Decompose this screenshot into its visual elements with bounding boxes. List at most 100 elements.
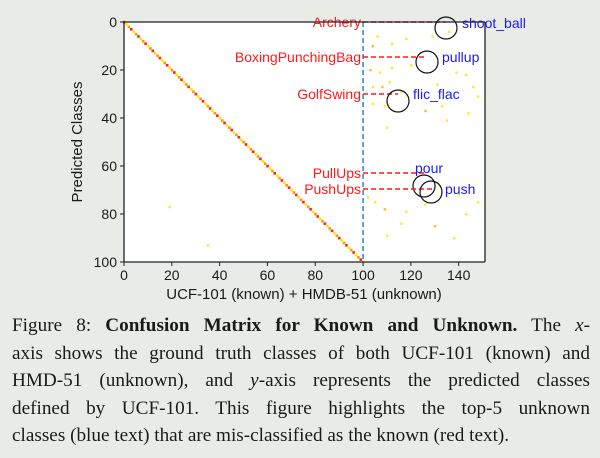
confusion-cell [369,69,372,72]
confusion-cell [400,222,403,225]
diagonal-cell [314,212,317,216]
x-tick-label: 140 [447,267,471,283]
diagonal-cell [149,47,152,50]
diagonal-cell [259,157,262,161]
confusion-cell [376,35,379,38]
confusion-cell [476,201,480,204]
diagonal-cell [273,172,277,175]
x-tick-label: 20 [164,267,180,283]
diagonal-cell [182,80,186,84]
confusion-cell [366,196,370,199]
confusion-cell [436,83,439,86]
y-axis-label: Predicted Classes [69,82,86,203]
diagonal-cell [206,104,210,108]
confusion-cell [464,25,468,29]
diagonal-cell [318,217,322,221]
diagonal-cell [227,126,231,129]
diagonal-cell [285,184,288,187]
diagonal-cell [156,54,159,57]
x-tick-label: 60 [260,267,276,283]
diagonal-cell [220,119,224,122]
diagonal-cell [165,64,169,67]
diagonal-cell [223,121,226,125]
diagonal-cell [196,95,200,98]
diagonal-cell [139,37,143,41]
diagonal-cell [244,143,248,146]
x-axis-label: UCF-101 (known) + HMDB-51 (unknown) [166,286,442,303]
diagonal-cell [192,90,195,93]
diagonal-cell [127,25,131,29]
diagonal-cell [204,102,207,105]
diagonal-cells [122,20,365,264]
diagonal-cell [309,208,312,211]
diagonal-cell [132,30,135,33]
diagonal-cell [333,232,336,235]
diagonal-cell [239,138,243,141]
diagonal-cell [321,220,324,223]
diagonal-cell [153,52,157,55]
diagonal-cell [311,210,315,213]
diagonal-cell [287,186,291,189]
diagonal-cell [292,191,296,194]
diagonal-cell [237,136,241,139]
confusion-cell [431,35,434,38]
known-class-label: GolfSwing [297,86,361,102]
diagonal-cell [316,215,320,218]
diagonal-cell [158,56,162,60]
highlight-circle [415,50,439,74]
diagonal-cell [187,85,190,89]
confusion-cell [385,126,389,129]
plot-area [124,22,485,262]
diagonal-cell [275,174,279,177]
diagonal-cell [299,198,303,201]
x-tick-label: 80 [307,267,323,283]
diagonal-cell [337,236,341,240]
caption-line: classes (blue text) that are mis-classif… [12,425,510,446]
diagonal-cell [302,200,305,204]
diagonal-cell [208,107,212,110]
confusion-cell [400,90,403,93]
caption-x-var: x [575,315,584,336]
diagonal-cell [189,88,193,91]
confusion-cell [409,64,413,67]
diagonal-cell [161,59,164,62]
diagonal-cell [213,112,217,115]
y-tick-label: 80 [101,206,117,222]
diagonal-cell [218,116,222,120]
highlight-circle [419,180,443,204]
diagonal-cell [151,49,155,53]
diagonal-cell [330,229,334,233]
diagonal-cell [268,167,272,170]
known-class-label: BoxingPunchingBag [235,49,361,65]
diagonal-cell [342,241,346,245]
caption-text: The [517,315,576,336]
diagonal-cell [323,222,327,225]
diagonal-cell [359,258,363,261]
confusion-cell [455,71,458,74]
diagonal-cell [266,164,269,168]
confusion-cell [371,102,375,105]
diagonal-cell [249,148,253,151]
diagonal-cell [144,42,147,45]
diagonal-cell [137,35,140,38]
y-tick-label: 100 [94,254,118,270]
diagonal-cell [232,131,236,134]
diagonal-cell [306,205,310,209]
diagonal-cell [242,140,245,144]
highlight-circle [412,174,436,198]
scatter-points [168,25,480,247]
confusion-cell [424,109,427,113]
diagonal-cell [263,162,267,165]
x-tick-label: 40 [212,267,228,283]
confusion-cell [464,73,468,77]
diagonal-cell [271,169,274,173]
diagonal-cell [177,76,181,79]
caption-text: - [583,315,591,336]
caption-y-var: y [250,370,259,391]
diagonal-cell [304,203,308,206]
diagonal-cell [354,253,358,257]
diagonal-cell [251,150,255,153]
diagonal-cell [168,66,171,69]
confusion-cell [383,208,386,211]
confusion-cell [383,105,386,108]
